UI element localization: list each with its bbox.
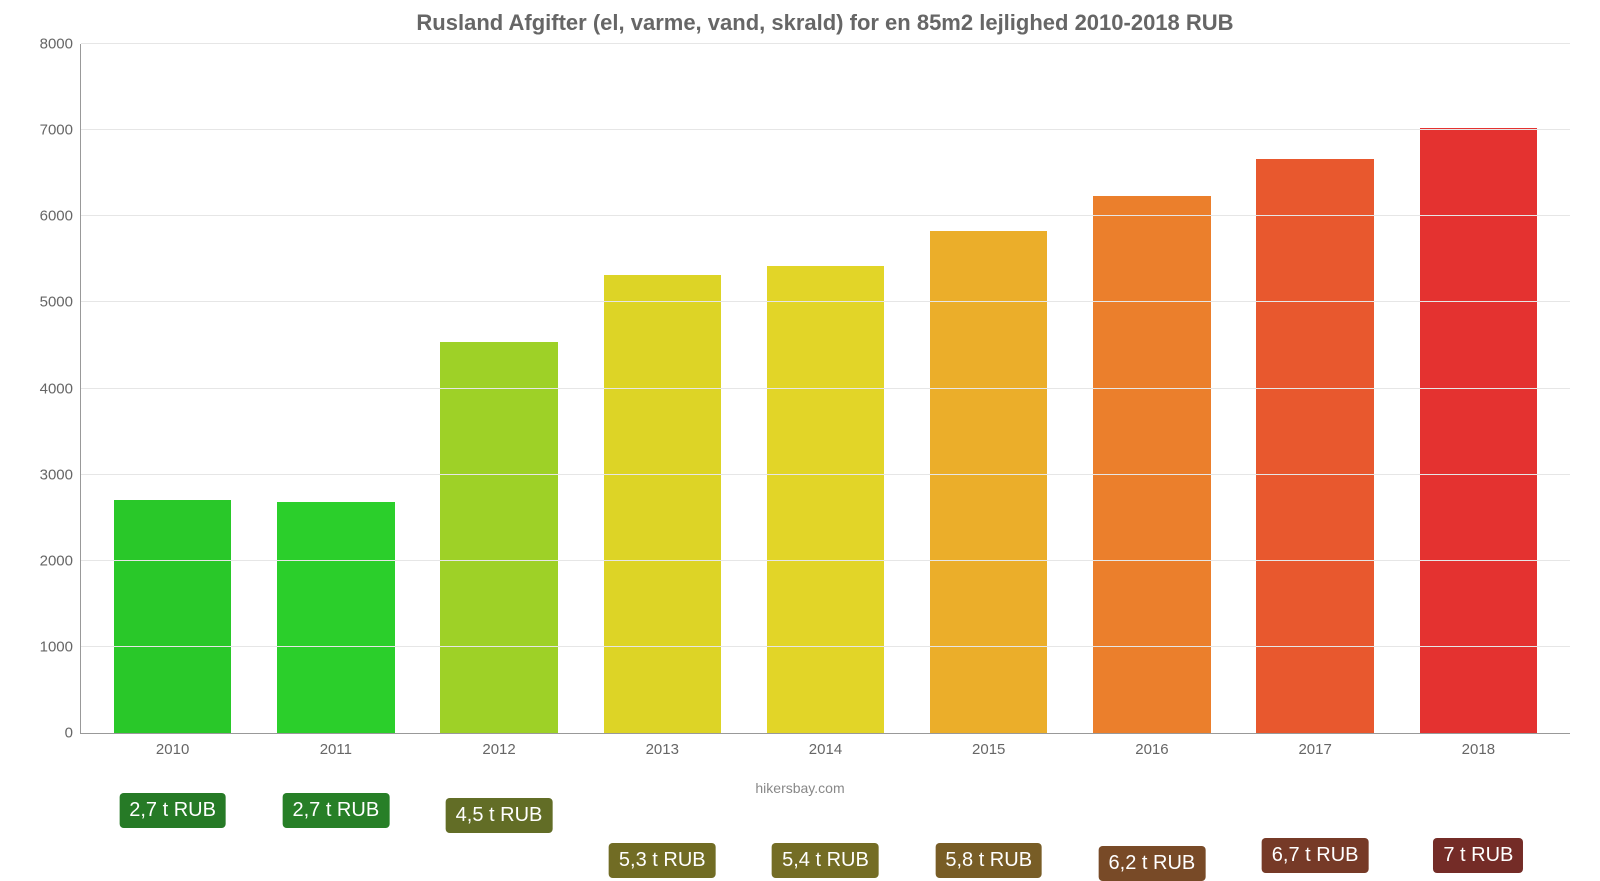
bar-value-label: 5,4 t RUB xyxy=(772,843,879,878)
bar: 5,8 t RUB xyxy=(930,231,1048,733)
bar-value-label: 4,5 t RUB xyxy=(446,798,553,833)
grid-line xyxy=(81,215,1570,216)
grid-line xyxy=(81,474,1570,475)
bar: 5,4 t RUB xyxy=(767,266,885,733)
x-tick-label: 2016 xyxy=(1135,733,1168,758)
x-tick-label: 2013 xyxy=(646,733,679,758)
bar-value-label: 5,8 t RUB xyxy=(935,843,1042,878)
y-tick-label: 7000 xyxy=(40,122,81,139)
bar-value-label: 2,7 t RUB xyxy=(282,793,389,828)
y-tick-label: 1000 xyxy=(40,638,81,655)
y-tick-label: 0 xyxy=(65,725,81,742)
bar-slot: 5,8 t RUB2015 xyxy=(907,44,1070,733)
y-tick-label: 8000 xyxy=(40,36,81,53)
bar-slot: 2,7 t RUB2011 xyxy=(254,44,417,733)
bar-slot: 5,3 t RUB2013 xyxy=(581,44,744,733)
bar-slot: 2,7 t RUB2010 xyxy=(91,44,254,733)
y-tick-label: 5000 xyxy=(40,294,81,311)
grid-line xyxy=(81,43,1570,44)
bar-value-label: 5,3 t RUB xyxy=(609,843,716,878)
bars-row: 2,7 t RUB20102,7 t RUB20114,5 t RUB20125… xyxy=(81,44,1570,733)
grid-line xyxy=(81,560,1570,561)
bar-slot: 6,7 t RUB2017 xyxy=(1234,44,1397,733)
bar: 5,3 t RUB xyxy=(604,275,722,733)
x-tick-label: 2015 xyxy=(972,733,1005,758)
x-tick-label: 2012 xyxy=(482,733,515,758)
bar-value-label: 6,2 t RUB xyxy=(1099,846,1206,881)
bar-value-label: 7 t RUB xyxy=(1433,838,1523,873)
grid-line xyxy=(81,646,1570,647)
bar: 4,5 t RUB xyxy=(440,342,558,733)
bar-slot: 5,4 t RUB2014 xyxy=(744,44,907,733)
y-tick-label: 4000 xyxy=(40,380,81,397)
x-tick-label: 2010 xyxy=(156,733,189,758)
y-tick-label: 6000 xyxy=(40,208,81,225)
x-tick-label: 2014 xyxy=(809,733,842,758)
source-label: hikersbay.com xyxy=(755,780,844,796)
bar-slot: 4,5 t RUB2012 xyxy=(417,44,580,733)
y-tick-label: 3000 xyxy=(40,466,81,483)
bar-slot: 7 t RUB2018 xyxy=(1397,44,1560,733)
x-tick-label: 2011 xyxy=(320,733,352,758)
x-tick-label: 2017 xyxy=(1298,733,1331,758)
grid-line xyxy=(81,301,1570,302)
grid-line xyxy=(81,388,1570,389)
bar: 2,7 t RUB xyxy=(114,500,232,733)
bar: 6,2 t RUB xyxy=(1093,196,1211,733)
bar-value-label: 6,7 t RUB xyxy=(1262,838,1369,873)
bar-slot: 6,2 t RUB2016 xyxy=(1070,44,1233,733)
grid-line xyxy=(81,129,1570,130)
chart-title: Rusland Afgifter (el, varme, vand, skral… xyxy=(80,10,1570,36)
x-tick-label: 2018 xyxy=(1462,733,1495,758)
y-tick-label: 2000 xyxy=(40,552,81,569)
bar: 2,7 t RUB xyxy=(277,502,395,733)
chart-container: Rusland Afgifter (el, varme, vand, skral… xyxy=(0,0,1600,800)
plot-area: 2,7 t RUB20102,7 t RUB20114,5 t RUB20125… xyxy=(80,44,1570,734)
bar-value-label: 2,7 t RUB xyxy=(119,793,226,828)
bar: 7 t RUB xyxy=(1420,128,1538,733)
